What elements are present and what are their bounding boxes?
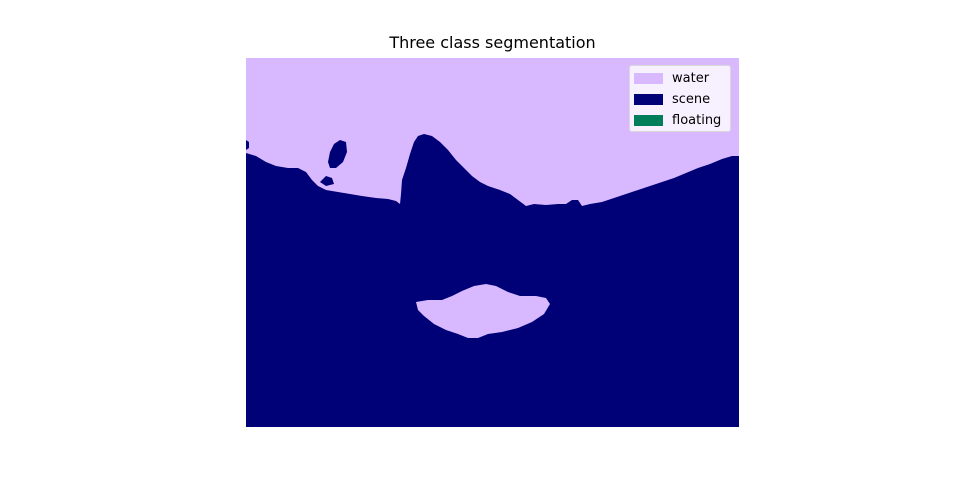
- legend: water scene floating: [629, 65, 731, 132]
- legend-item-scene: scene: [634, 90, 710, 108]
- scene-island-edge: [246, 140, 249, 150]
- legend-swatch-floating: [634, 114, 663, 126]
- legend-swatch-scene: [634, 93, 663, 105]
- legend-item-water: water: [634, 69, 709, 87]
- figure-title: Three class segmentation: [389, 33, 596, 52]
- legend-item-floating: floating: [634, 111, 721, 129]
- legend-swatch-water: [634, 72, 663, 84]
- legend-label-water: water: [672, 70, 710, 86]
- scene-island-mid: [320, 176, 334, 186]
- legend-label-scene: scene: [672, 91, 711, 107]
- scene-region: [246, 134, 739, 427]
- scene-island-left: [328, 140, 347, 168]
- legend-label-floating: floating: [672, 112, 722, 128]
- water-region-center: [416, 284, 550, 338]
